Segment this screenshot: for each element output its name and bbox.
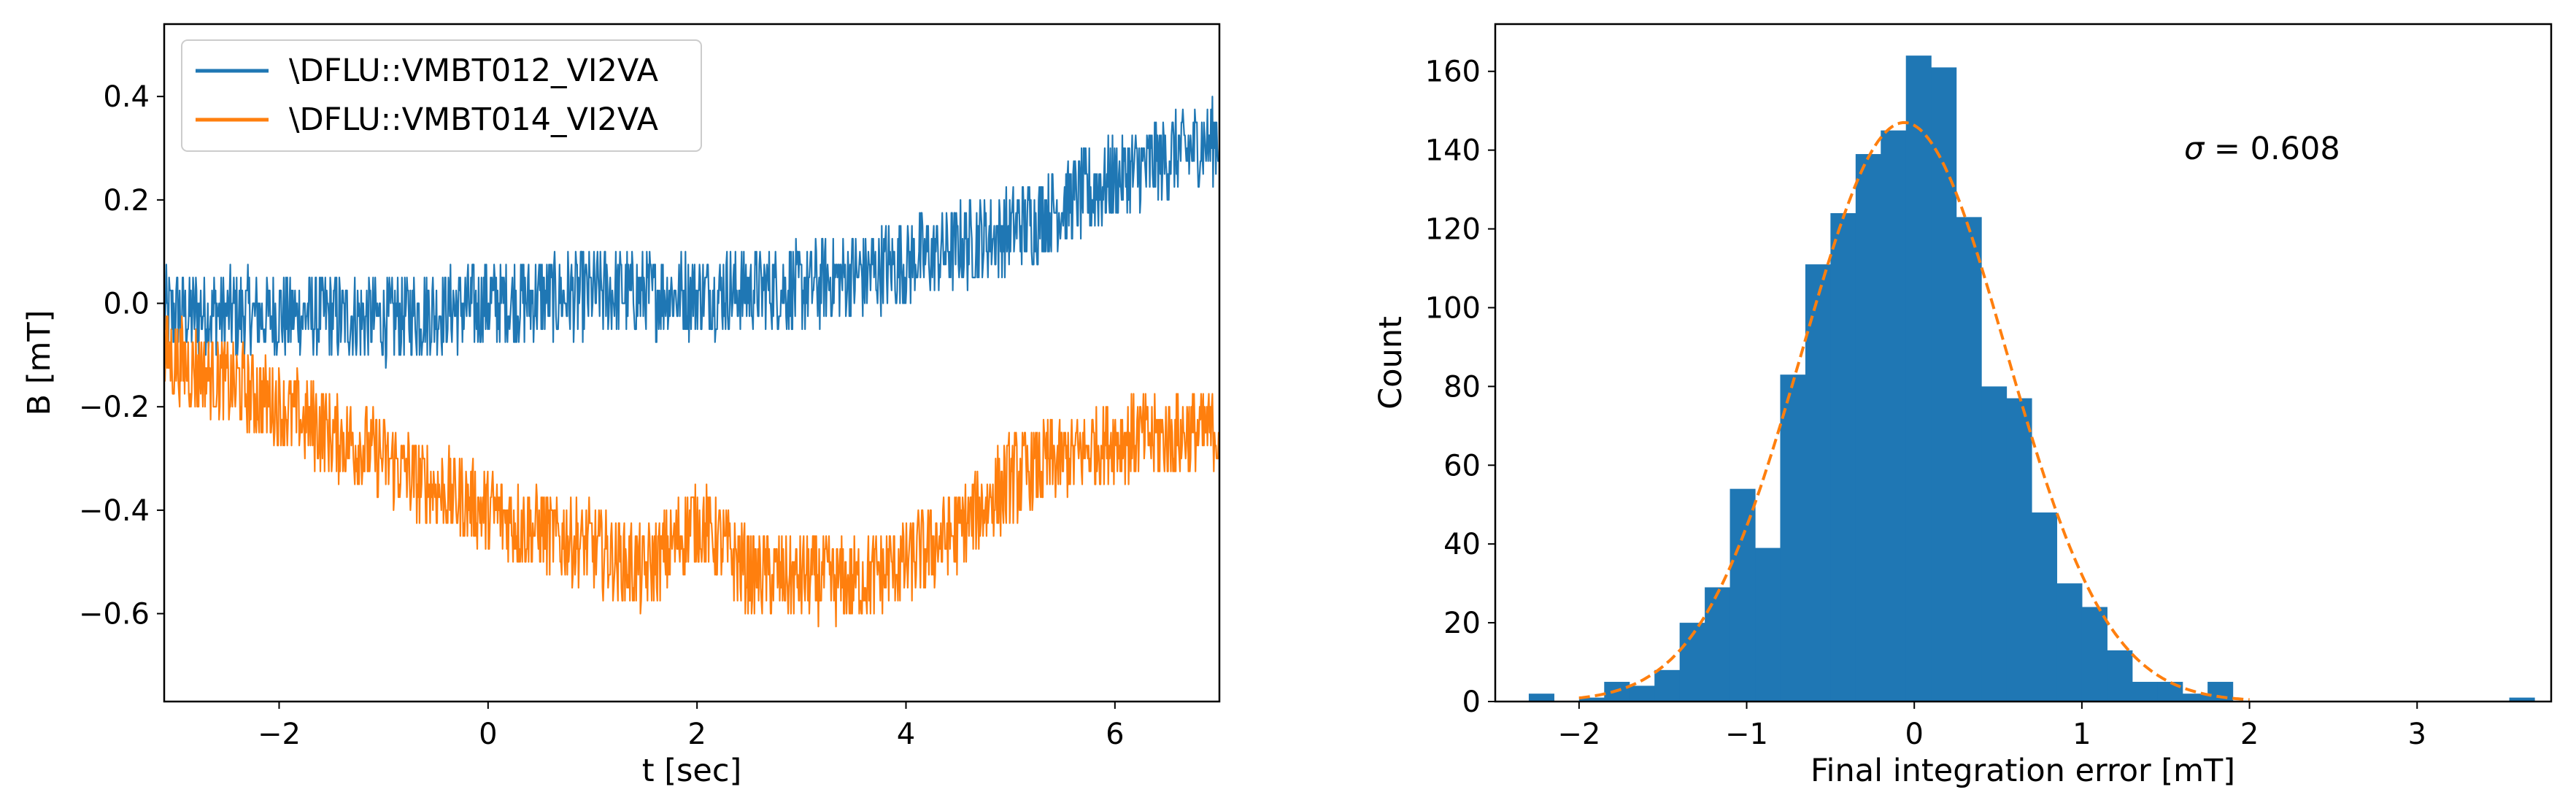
histogram-x-tick-label-4: 2 <box>2240 718 2259 751</box>
time-trace-y-tick-label-4: 0.2 <box>103 184 150 218</box>
time-trace-y-tick-label-3: 0.0 <box>103 288 150 321</box>
histogram-bar-12 <box>1830 212 1856 702</box>
histogram-bar-2 <box>1578 697 1605 702</box>
histogram-bar-5 <box>1654 669 1681 702</box>
time-trace-x-axis-label: t [sec] <box>642 753 742 789</box>
histogram-y-tick-label-6: 120 <box>1425 213 1481 247</box>
histogram-bar-27 <box>2207 682 2234 702</box>
histogram-plot-area <box>1528 55 2535 702</box>
time-trace-axes: −2 0 2 4 6 −0.6 −0.4 −0.2 0.0 0.2 0.4 <box>79 23 1221 751</box>
legend-label-series-1: \DFLU::VMBT012_VI2VA <box>289 53 659 89</box>
sigma-annotation: σ = 0.608 <box>2184 131 2340 167</box>
histogram-y-tick-label-4: 80 <box>1443 370 1481 404</box>
histogram-chart: −2 −1 0 1 2 3 0 20 40 60 80 100 120 140 160 Final inte… <box>1373 23 2553 789</box>
histogram-y-tick-label-0: 0 <box>1462 685 1481 719</box>
time-trace-x-tick-label-4: 6 <box>1106 718 1124 751</box>
histogram-bar-24 <box>2132 682 2158 702</box>
histogram-y-tick-label-7: 140 <box>1425 134 1481 168</box>
time-trace-y-tick-label-2: −0.2 <box>79 391 150 424</box>
histogram-x-tick-label-2: 0 <box>1905 718 1923 751</box>
time-trace-chart: −2 0 2 4 6 −0.6 −0.4 −0.2 0.0 0.2 0.4 t [sec] B [m… <box>21 23 1221 789</box>
histogram-bar-20 <box>2031 512 2058 702</box>
histogram-bar-26 <box>2182 694 2208 702</box>
time-trace-plot-area <box>164 96 1219 628</box>
time-trace-x-tick-label-1: 0 <box>479 718 497 751</box>
histogram-bar-17 <box>1956 217 1982 702</box>
time-trace-x-tick-label-2: 2 <box>687 718 706 751</box>
histogram-y-tick-label-5: 100 <box>1425 291 1481 325</box>
series-line-1 <box>164 96 1219 369</box>
histogram-bar-8 <box>1729 488 1756 702</box>
histogram-y-tick-label-1: 20 <box>1443 607 1481 640</box>
sigma-value: = 0.608 <box>2204 131 2340 167</box>
histogram-x-tick-label-0: −2 <box>1557 718 1600 751</box>
histogram-bar-39 <box>2509 697 2535 702</box>
histogram-x-tick-label-1: −1 <box>1725 718 1768 751</box>
histogram-bar-9 <box>1755 548 1781 702</box>
time-trace-x-tick-label-0: −2 <box>258 718 301 751</box>
histogram-x-tick-label-5: 3 <box>2408 718 2426 751</box>
histogram-x-axis-label: Final integration error [mT] <box>1810 753 2235 789</box>
time-trace-legend: \DFLU::VMBT012_VI2VA \DFLU::VMBT014_VI2V… <box>181 39 702 152</box>
histogram-bar-16 <box>1931 67 1957 702</box>
histogram-y-tick-label-3: 60 <box>1443 449 1481 483</box>
histogram-x-tick-label-3: 1 <box>2072 718 2091 751</box>
histogram-bar-23 <box>2107 650 2133 702</box>
histogram-bar-13 <box>1855 154 1881 702</box>
histogram-bar-10 <box>1780 374 1806 702</box>
time-trace-y-axis-label: B [mT] <box>21 310 58 416</box>
histogram-bar-7 <box>1705 587 1731 702</box>
histogram-y-tick-label-2: 40 <box>1443 528 1481 561</box>
time-trace-y-tick-label-5: 0.4 <box>103 80 150 114</box>
histogram-bar-19 <box>2006 398 2032 702</box>
histogram-bar-11 <box>1805 264 1831 702</box>
histogram-y-axis-label: Count <box>1373 316 1409 410</box>
histogram-axes-frame <box>1494 23 2553 703</box>
legend-frame <box>181 39 702 152</box>
histogram-bar-22 <box>2081 607 2108 702</box>
time-trace-x-tick-label-3: 4 <box>897 718 915 751</box>
histogram-bar-4 <box>1629 685 1655 702</box>
histogram-bar-0 <box>1528 694 1554 702</box>
histogram-bar-21 <box>2056 583 2083 702</box>
histogram-y-tick-label-8: 160 <box>1425 55 1481 89</box>
histogram-bar-18 <box>1981 386 2008 702</box>
gaussian-fit-curve <box>1578 120 2250 702</box>
legend-label-series-2: \DFLU::VMBT014_VI2VA <box>289 101 659 138</box>
time-trace-y-tick-label-0: −0.6 <box>79 598 150 631</box>
sigma-symbol: σ <box>2184 131 2205 167</box>
time-trace-axes-frame <box>163 23 1221 703</box>
histogram-bar-14 <box>1881 130 1907 702</box>
histogram-bar-15 <box>1905 55 1932 702</box>
series-line-2 <box>164 315 1219 628</box>
time-trace-y-tick-label-1: −0.4 <box>79 494 150 528</box>
histogram-axes: −2 −1 0 1 2 3 0 20 40 60 80 100 120 140 160 <box>1425 23 2553 751</box>
